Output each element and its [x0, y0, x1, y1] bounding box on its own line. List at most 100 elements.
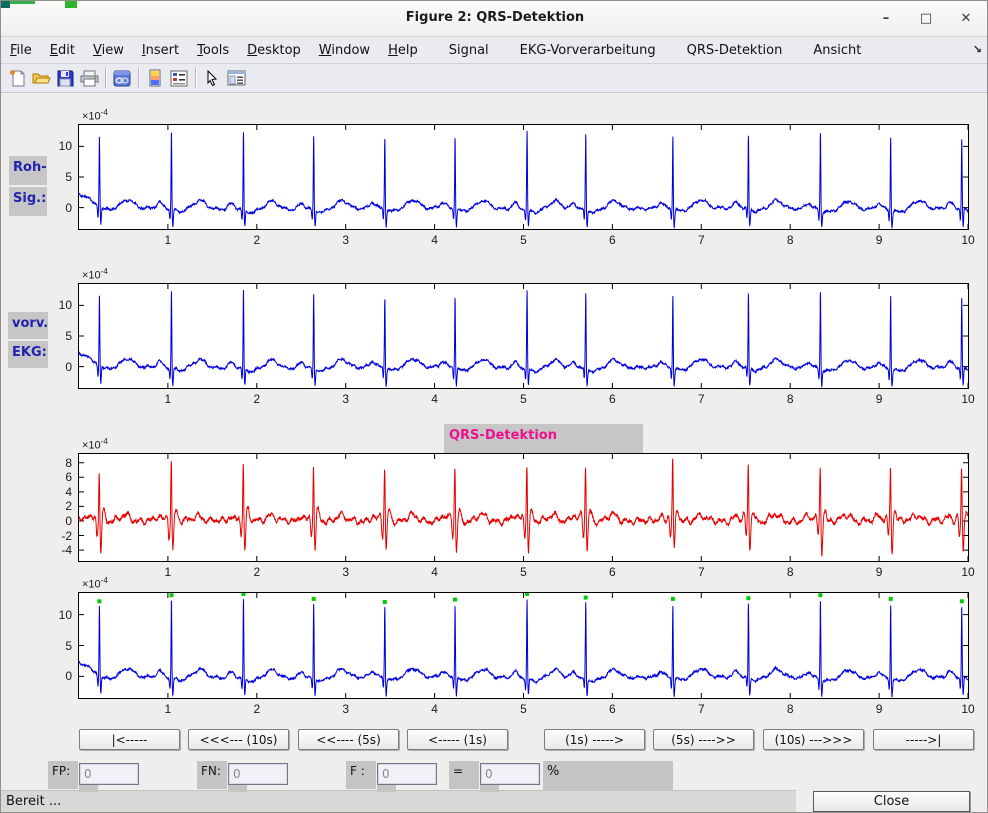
plot-vorverarbeitetes-ekg	[78, 283, 969, 389]
minimize-button[interactable]: –	[882, 11, 890, 26]
stat-input-f[interactable]	[377, 763, 437, 785]
status-text: Bereit ...	[6, 794, 62, 809]
plot-qrs-detektion-bandpass	[78, 453, 969, 562]
x-tick-label: 6	[609, 392, 616, 406]
menu-item-desktop[interactable]: Desktop	[247, 43, 301, 58]
print-icon[interactable]	[77, 66, 101, 90]
menu-item-view[interactable]: View	[92, 43, 124, 58]
menu-item-tools[interactable]: Tools	[197, 43, 230, 58]
y-axis-exponent-label: ×10-4	[82, 267, 108, 282]
x-tick-label: 5	[520, 565, 527, 579]
open-folder-icon[interactable]	[29, 66, 53, 90]
x-tick-label: 8	[786, 233, 794, 247]
qrs-marker	[169, 593, 174, 598]
x-tick-label: 7	[697, 565, 705, 579]
y-tick-label: 6	[65, 470, 72, 485]
menu-overflow-arrow-icon[interactable]: ↘	[972, 43, 982, 56]
x-tick-label: 8	[786, 565, 794, 579]
menu-item-insert[interactable]: Insert	[141, 43, 180, 58]
qrs-marker	[670, 596, 675, 601]
x-tick-label: 7	[697, 233, 705, 247]
nav-button-0[interactable]: |<-----	[79, 729, 180, 750]
menu-item-help[interactable]: Help	[388, 43, 418, 58]
window-title: Figure 2: QRS-Detektion	[405, 10, 585, 25]
y-tick-label: -4	[61, 543, 72, 558]
menu-item-qrs-detektion[interactable]: QRS-Detektion	[686, 43, 783, 58]
x-tick-label: 5	[520, 233, 527, 247]
titlebar[interactable]: Figure 2: QRS-Detektion – □ ✕	[1, 1, 987, 37]
y-axis-exponent-label: ×10-4	[82, 108, 108, 123]
x-tick-label: 1	[164, 702, 172, 716]
y-axis-exponent-label: ×10-4	[82, 576, 108, 591]
qrs-marker	[746, 596, 751, 601]
link-figure-icon[interactable]	[110, 66, 134, 90]
stat-label-underlay	[377, 785, 396, 792]
plot-area-qrs-detektion-bandpass	[79, 454, 968, 561]
save-icon[interactable]	[53, 66, 77, 90]
menubar: File Edit View Insert Tools Desktop Window Help…	[1, 38, 987, 64]
background-window-fragment	[65, 1, 77, 8]
stat-label-percent: %	[543, 761, 673, 790]
menu-item-window[interactable]: Window	[318, 43, 371, 58]
nav-button-6[interactable]: (10s) --->>>	[763, 729, 864, 750]
insert-colorbar-icon[interactable]	[143, 66, 167, 90]
x-tick-label: 7	[697, 702, 705, 716]
plot-ekg-mit-qrs-markern	[78, 592, 969, 699]
stat-label-fn: FN:	[197, 761, 227, 789]
menu-item-ekg-vorverarbeitung[interactable]: EKG-Vorverarbeitung	[519, 43, 656, 58]
close-window-button[interactable]: ✕	[960, 11, 972, 26]
signal-trace-vorverarbeitetes-ekg	[79, 289, 968, 388]
menu-item-file[interactable]: File	[10, 43, 32, 58]
plot-title-qrs-detektion: QRS-Detektion	[444, 424, 643, 453]
close-button[interactable]: Close	[813, 791, 970, 812]
background-window-fragment	[10, 1, 35, 4]
edit-plot-arrow-icon[interactable]	[200, 66, 224, 90]
nav-button-4[interactable]: (1s) ----->	[544, 729, 645, 750]
plot-area-ekg-mit-qrs-markern	[79, 593, 968, 698]
new-document-icon[interactable]	[5, 66, 29, 90]
signal-trace-ekg-mit-qrs-markern	[79, 599, 968, 698]
x-tick-label: 9	[875, 392, 883, 406]
y-tick-label: -2	[61, 528, 72, 543]
x-tick-label: 1	[164, 565, 172, 579]
x-tick-label: 2	[253, 565, 261, 579]
nav-button-1[interactable]: <<<--- (10s)	[188, 729, 289, 750]
x-tick-label: 2	[253, 233, 261, 247]
x-tick-label: 4	[431, 565, 438, 579]
x-tick-label: 8	[786, 392, 794, 406]
insert-legend-icon[interactable]	[167, 66, 191, 90]
y-tick-label: 4	[65, 484, 72, 499]
x-tick-label: 10	[961, 392, 975, 406]
x-tick-label: 9	[875, 233, 883, 247]
menu-item-signal[interactable]: Signal	[448, 43, 489, 58]
status-bar: Bereit ...	[1, 790, 796, 812]
x-tick-label: 3	[342, 233, 350, 247]
nav-button-5[interactable]: (5s) ---->>	[653, 729, 754, 750]
nav-button-2[interactable]: <<---- (5s)	[298, 729, 399, 750]
y-tick-label: 5	[65, 329, 72, 343]
property-editor-icon[interactable]	[224, 66, 248, 90]
stat-input-fn[interactable]	[228, 763, 288, 785]
nav-button-7[interactable]: ----->|	[873, 729, 974, 750]
y-tick-label: 0	[65, 513, 72, 528]
qrs-marker	[453, 597, 457, 602]
menu-item-ansicht[interactable]: Ansicht	[813, 43, 862, 58]
side-label-sig: Sig.:	[9, 187, 47, 216]
x-tick-label: 8	[786, 702, 794, 716]
x-tick-label: 2	[253, 702, 261, 716]
y-axis-exponent-label: ×10-4	[82, 437, 108, 452]
stat-label-f: F :	[346, 761, 376, 789]
qrs-marker	[888, 596, 893, 601]
stat-input-fp[interactable]	[79, 763, 139, 785]
y-tick-label: 0	[65, 669, 72, 684]
y-tick-label: 10	[58, 607, 72, 622]
x-tick-label: 4	[431, 392, 438, 406]
x-tick-label: 7	[697, 392, 705, 406]
x-tick-label: 5	[520, 392, 527, 406]
maximize-button[interactable]: □	[919, 11, 933, 26]
menu-item-edit[interactable]: Edit	[49, 43, 75, 58]
nav-button-3[interactable]: <----- (1s)	[407, 729, 508, 750]
x-tick-label: 9	[875, 702, 883, 716]
toolbar-separator	[138, 68, 139, 88]
stat-input-eq[interactable]	[480, 763, 540, 785]
